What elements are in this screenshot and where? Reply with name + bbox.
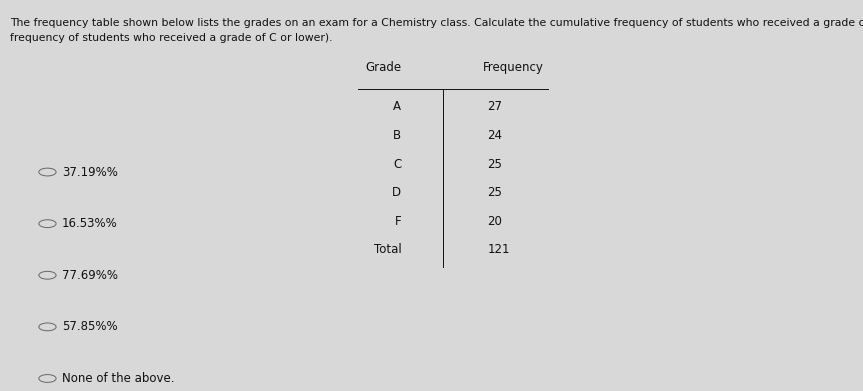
Text: None of the above.: None of the above. (62, 372, 174, 385)
Text: Grade: Grade (365, 61, 401, 74)
Text: 57.85%%: 57.85%% (62, 320, 117, 334)
Text: D: D (392, 186, 401, 199)
Text: 121: 121 (488, 243, 510, 256)
Text: 16.53%%: 16.53%% (62, 217, 118, 230)
Text: Total: Total (374, 243, 401, 256)
Text: C: C (393, 158, 401, 170)
Text: A: A (394, 100, 401, 113)
Text: 25: 25 (488, 186, 502, 199)
Text: B: B (394, 129, 401, 142)
Text: 27: 27 (488, 100, 502, 113)
Text: 20: 20 (488, 215, 502, 228)
Text: 24: 24 (488, 129, 502, 142)
Text: 77.69%%: 77.69%% (62, 269, 118, 282)
Text: 25: 25 (488, 158, 502, 170)
Text: frequency of students who received a grade of C or lower).: frequency of students who received a gra… (10, 33, 333, 43)
Text: The frequency table shown below lists the grades on an exam for a Chemistry clas: The frequency table shown below lists th… (10, 18, 863, 28)
Text: 37.19%%: 37.19%% (62, 165, 118, 179)
Text: F: F (394, 215, 401, 228)
Text: Frequency: Frequency (483, 61, 545, 74)
